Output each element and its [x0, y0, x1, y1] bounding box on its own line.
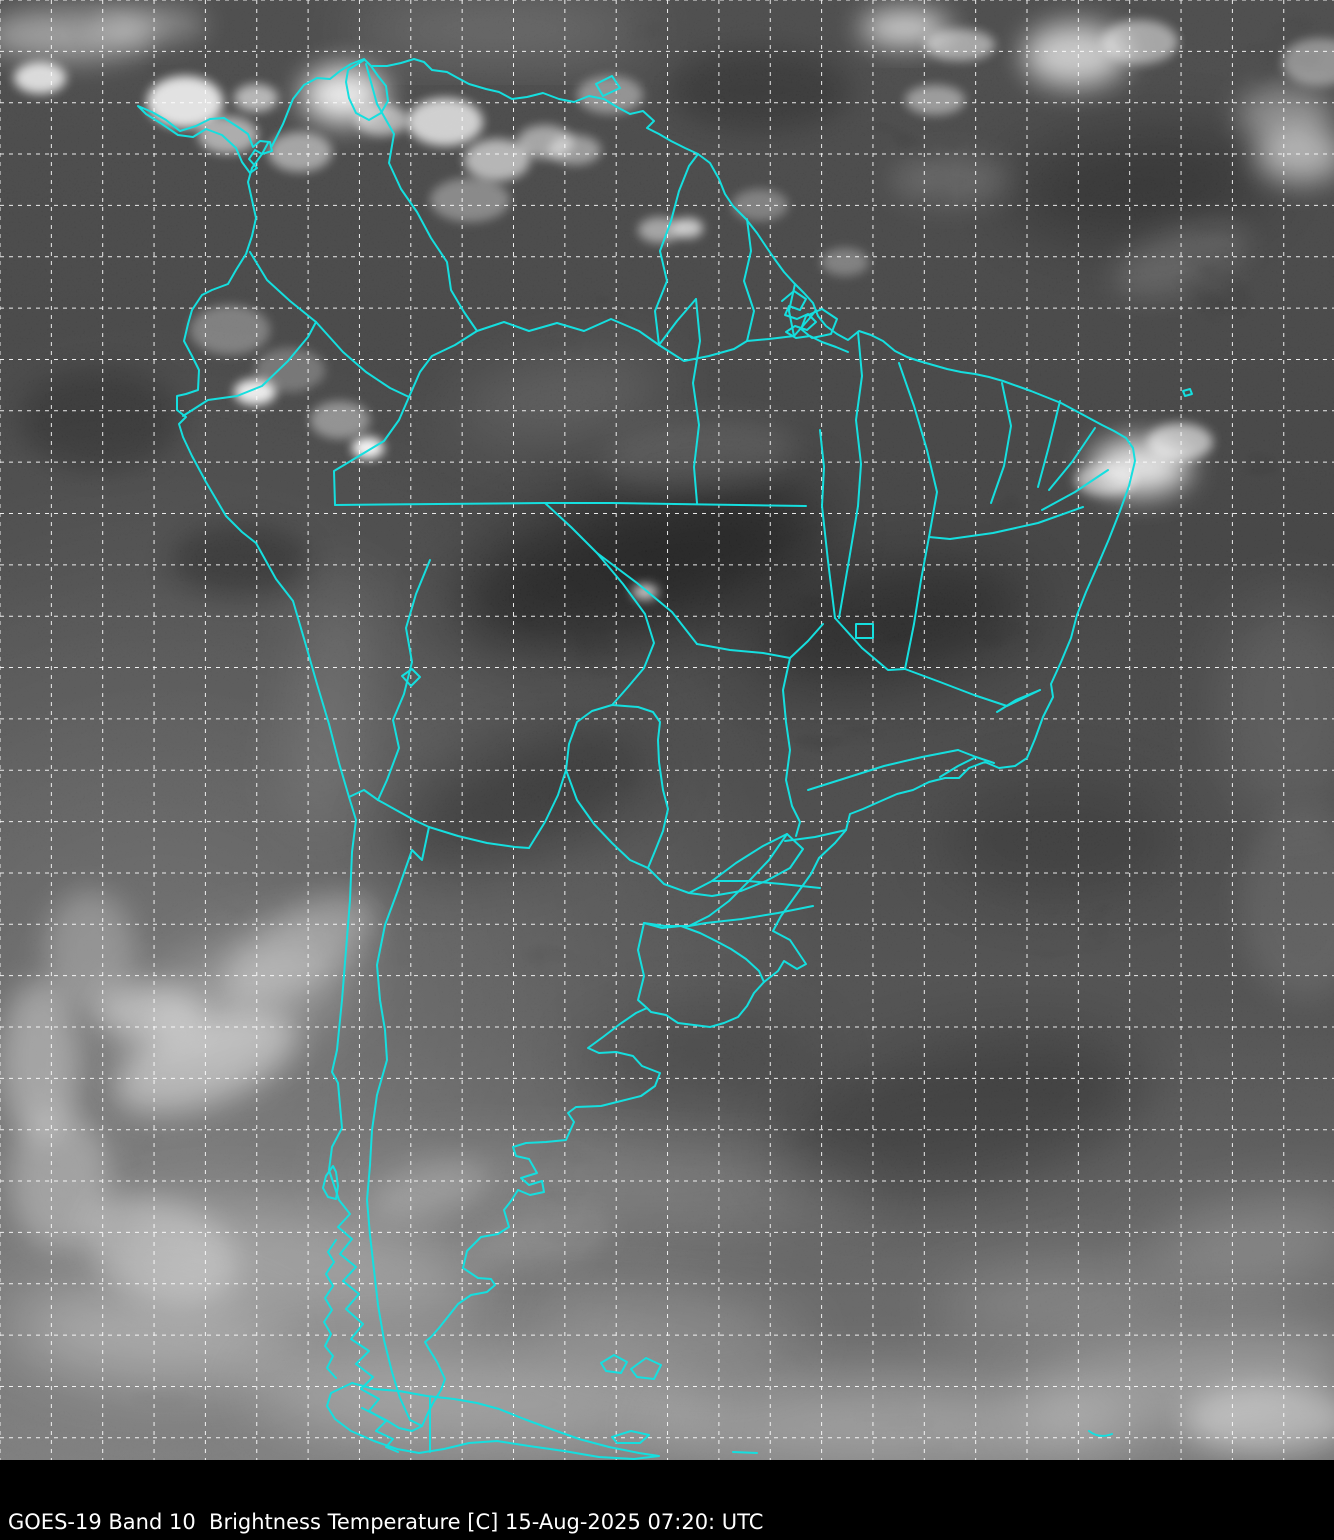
caption-text: GOES-19 Band 10 Brightness Temperature […: [8, 1509, 764, 1534]
sensor-noise-texture: [0, 0, 1334, 1460]
border-overlay-layer: [137, 58, 1193, 1460]
latlon-grid-layer: [0, 0, 1334, 1460]
satellite-map: [0, 0, 1334, 1460]
satellite-map-area: [0, 0, 1334, 1460]
caption-bar: GOES-19 Band 10 Brightness Temperature […: [0, 1460, 1334, 1540]
